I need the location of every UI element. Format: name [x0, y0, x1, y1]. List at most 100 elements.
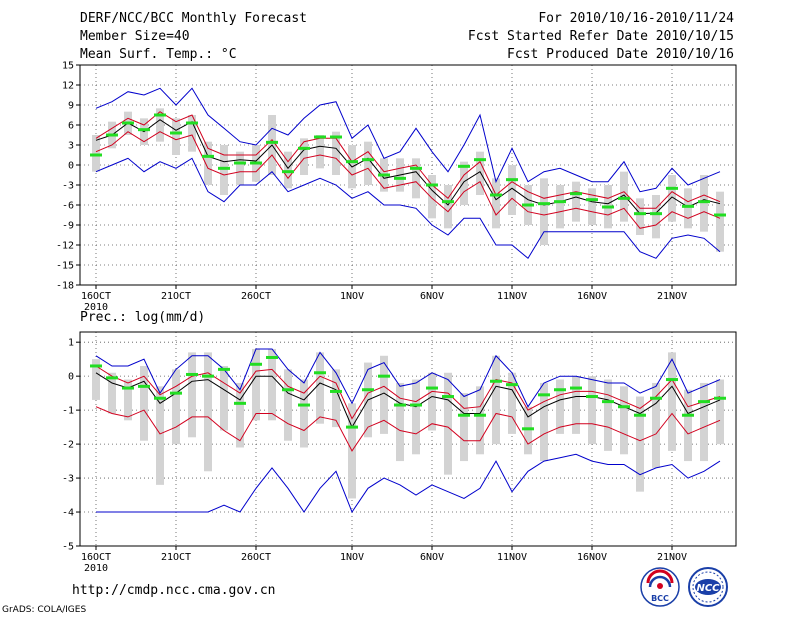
temp-max-envelope-line	[95, 87, 721, 193]
prec-observed-marker	[106, 376, 118, 380]
prec-range-box	[508, 372, 516, 434]
temp-xtick-year: 2010	[84, 302, 108, 313]
prec-observed-marker	[490, 379, 502, 383]
prec-range-box	[396, 382, 404, 462]
prec-ytick-label: -3	[62, 474, 74, 485]
prec-observed-marker	[682, 413, 694, 417]
temp-observed-marker	[266, 140, 278, 144]
prec-range-box	[252, 348, 260, 421]
prec-observed-marker	[602, 400, 614, 404]
temp-observed-marker	[490, 193, 502, 197]
bcc-logo-text: BCC	[651, 594, 669, 603]
prec-range-box	[492, 355, 500, 445]
temp-range-box	[236, 151, 244, 185]
forecast-period-label: For 2010/10/16-2010/11/24	[538, 11, 734, 26]
temp-observed-marker	[202, 154, 214, 158]
prec-range-box	[636, 396, 644, 492]
prec-observed-marker	[714, 396, 726, 400]
temp-xtick-label: 16NOV	[577, 291, 607, 302]
prec-observed-marker	[298, 403, 310, 407]
prec-range-box	[124, 379, 132, 421]
prec-observed-marker	[330, 389, 342, 393]
prec-frame	[79, 331, 737, 547]
prec-xtick-label: 21NOV	[657, 552, 687, 563]
temp-observed-marker	[346, 160, 358, 164]
prec-range-box	[108, 372, 116, 414]
member-size-label: Member Size=40	[80, 29, 190, 44]
temp-range-box	[172, 118, 180, 155]
prec-range-box	[684, 389, 692, 462]
temp-xtick-label: 6NOV	[420, 291, 444, 302]
temp-ytick-label: 3	[68, 141, 74, 152]
temp-upper-spread-line	[95, 111, 721, 209]
prec-observed-marker	[698, 400, 710, 404]
temp-observed-marker	[458, 164, 470, 168]
temp-xtick-label: 21NOV	[657, 291, 687, 302]
prec-lower-spread-line	[95, 406, 721, 452]
temp-observed-marker	[634, 212, 646, 216]
temp-observed-marker	[154, 113, 166, 117]
prec-range-box	[188, 352, 196, 438]
temp-observed-marker	[442, 200, 454, 204]
temp-ytick-label: 9	[68, 101, 74, 112]
prec-observed-marker	[378, 374, 390, 378]
prec-range-box	[700, 382, 708, 462]
temp-range-box	[476, 151, 484, 195]
temp-observed-marker	[218, 166, 230, 170]
prec-ytick-label: -1	[62, 406, 74, 417]
prec-observed-marker	[250, 362, 262, 366]
prec-observed-marker	[506, 383, 518, 387]
temp-observed-marker	[650, 212, 662, 216]
bcc-logo: BCC	[640, 567, 680, 607]
prec-range-box	[268, 348, 276, 421]
temp-frame	[79, 64, 737, 286]
temp-range-box	[188, 115, 196, 152]
prec-observed-marker	[282, 388, 294, 392]
grads-credit: GrADS: COLA/IGES	[2, 605, 87, 615]
ncc-logo: NCC	[688, 567, 728, 607]
temp-observed-marker	[122, 121, 134, 125]
fcst-started-label: Fcst Started Refer Date 2010/10/15	[467, 29, 734, 44]
prec-range-box	[572, 376, 580, 434]
temp-range-box	[364, 141, 372, 185]
prec-observed-marker	[346, 425, 358, 429]
prec-min-envelope-line	[96, 453, 721, 514]
prec-observed-marker	[426, 386, 438, 390]
prec-range-box	[316, 352, 324, 424]
prec-observed-marker	[154, 396, 166, 400]
prec-range-box	[716, 379, 724, 445]
temp-ytick-label: 15	[62, 61, 74, 72]
temp-range-box	[716, 191, 724, 252]
temp-range-box	[444, 185, 452, 229]
temp-range-box	[300, 138, 308, 175]
prec-range-box	[380, 355, 388, 434]
temp-observed-marker	[362, 158, 374, 162]
prec-range-box	[444, 372, 452, 475]
temp-range-box	[492, 178, 500, 229]
prec-observed-marker	[586, 395, 598, 399]
prec-range-box	[556, 379, 564, 434]
prec-range-box	[284, 369, 292, 441]
temp-xtick-label: 26OCT	[241, 291, 271, 302]
prec-range-box	[236, 382, 244, 448]
prec-xtick-label: 26OCT	[241, 552, 271, 563]
prec-range-box	[92, 359, 100, 400]
temp-range-box	[540, 178, 548, 245]
temp-observed-marker	[666, 186, 678, 190]
temp-range-box	[316, 135, 324, 169]
prec-xtick-year: 2010	[84, 563, 108, 574]
prec-range-box	[140, 365, 148, 441]
prec-observed-marker	[474, 413, 486, 417]
prec-ensemble-mean-line	[95, 372, 721, 429]
prec-observed-marker	[666, 378, 678, 382]
temp-ytick-label: -18	[56, 281, 74, 292]
temp-observed-marker	[170, 131, 182, 135]
temp-range-box	[588, 188, 596, 225]
prec-range-box	[588, 376, 596, 445]
temp-range-box	[668, 175, 676, 222]
prec-observed-marker	[122, 386, 134, 390]
temp-range-box	[460, 161, 468, 205]
temp-xtick-label: 16OCT	[81, 291, 111, 302]
temp-observed-marker	[682, 204, 694, 208]
